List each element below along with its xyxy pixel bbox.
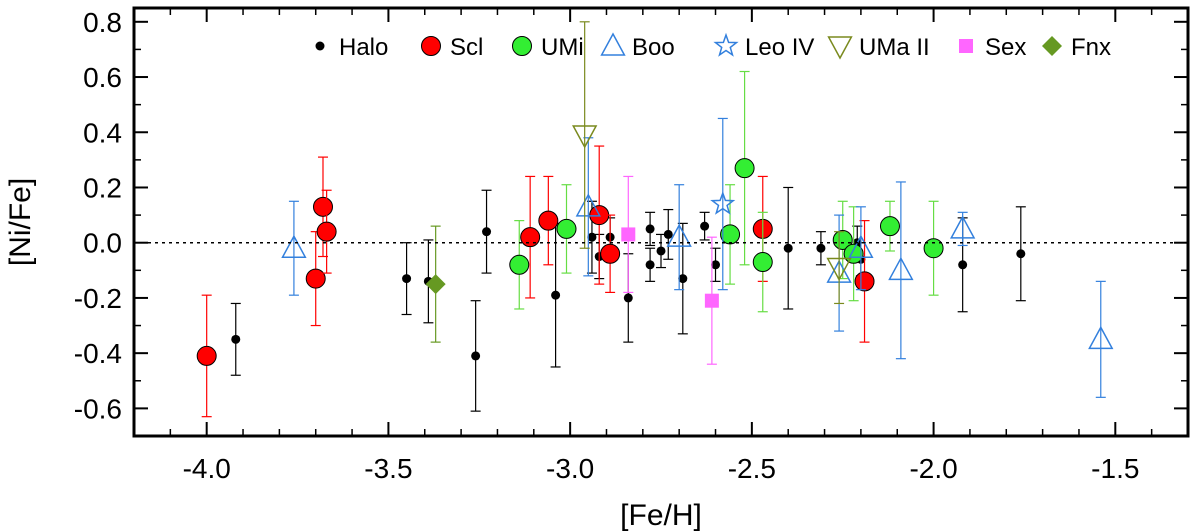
data-point (587, 232, 597, 242)
series-sex (621, 175, 719, 365)
legend-symbol (315, 41, 325, 51)
data-point (704, 293, 719, 308)
data-point (848, 234, 874, 258)
data-point (854, 271, 875, 292)
legend-item: Fnx (1042, 34, 1111, 61)
legend-symbol (512, 36, 532, 56)
legend-label: Leo IV (745, 34, 814, 61)
legend-symbol (959, 39, 973, 53)
legend-symbol (1042, 36, 1062, 56)
y-tick-label: 0.2 (83, 172, 122, 203)
legend-label: Sex (985, 34, 1026, 61)
x-axis-label: [Fe/H] (620, 499, 702, 532)
legend-item: UMi (512, 34, 584, 61)
legend-item: Boo (600, 32, 675, 61)
data-point (623, 293, 633, 303)
data-point (656, 246, 666, 256)
data-point (551, 290, 561, 300)
data-point (843, 243, 864, 264)
legend-symbol (713, 32, 739, 57)
y-tick-label: -0.6 (74, 393, 122, 424)
data-point (879, 216, 900, 237)
data-point (281, 234, 307, 258)
legend-item: Sex (959, 34, 1026, 61)
x-tick-label: -3.5 (364, 453, 412, 484)
data-point (666, 223, 692, 247)
y-tick-label: -0.2 (74, 283, 122, 314)
plot-frame (132, 6, 1190, 438)
data-point (958, 260, 968, 270)
y-axis-label: [Ni/Fe] (4, 178, 37, 266)
data-point (621, 227, 636, 242)
legend: Halo Scl UMi Boo Leo IV UMa II Sex Fnx (315, 32, 1111, 61)
data-point (305, 268, 326, 289)
series-uma-ii (572, 21, 852, 305)
data-point (600, 243, 621, 264)
series-leo-iv (710, 117, 736, 291)
x-tick-label: -2.5 (728, 453, 776, 484)
y-tick-label: -0.4 (74, 338, 122, 369)
data-point (471, 351, 481, 361)
data-point (1088, 325, 1114, 350)
legend-item: Leo IV (713, 32, 814, 61)
data-point (832, 229, 853, 250)
legend-label: UMi (541, 34, 584, 61)
legend-symbol (421, 36, 441, 56)
x-tick-label: -1.5 (1091, 453, 1139, 484)
legend-symbol (827, 36, 853, 60)
data-point (1016, 249, 1026, 259)
data-point (700, 221, 710, 231)
y-tick-label: 0.0 (83, 228, 122, 259)
legend-label: Fnx (1071, 34, 1111, 61)
data-point (520, 227, 541, 248)
data-point (678, 274, 688, 284)
legend-item: Halo (315, 34, 388, 61)
data-point (316, 221, 337, 242)
data-point (312, 196, 333, 217)
y-tick-label: 0.4 (83, 117, 122, 148)
legend-label: Scl (450, 34, 483, 61)
data-point (783, 243, 793, 253)
legend-item: Scl (421, 34, 483, 61)
data-point (826, 257, 852, 282)
data-point (556, 218, 577, 239)
data-point (720, 224, 741, 245)
data-point (734, 158, 755, 179)
axis-ticks: -4.0 -3.5 -3.0 -2.5 -2.0 -1.5 0.8 0.6 0.4 0.2 0.0 -… (74, 7, 1188, 484)
data-point (538, 210, 559, 231)
x-tick-label: -4.0 (183, 453, 231, 484)
data-point (402, 274, 412, 284)
data-point (711, 260, 721, 270)
data-point (752, 252, 773, 273)
data-point (710, 190, 736, 215)
data-point (231, 334, 241, 344)
data-point (196, 345, 217, 366)
data-point (425, 274, 446, 295)
data-point (572, 125, 598, 149)
data-point (575, 193, 601, 217)
series-umi (509, 70, 944, 313)
data-point (645, 260, 655, 270)
x-tick-label: -3.0 (546, 453, 594, 484)
data-point (816, 243, 826, 253)
legend-label: UMa II (859, 34, 930, 61)
y-tick-label: 0.6 (83, 62, 122, 93)
y-tick-label: 0.8 (83, 7, 122, 38)
legend-label: Halo (339, 34, 388, 61)
data-point (923, 238, 944, 259)
data-point (663, 229, 673, 239)
legend-symbol (600, 32, 626, 56)
data-point (509, 254, 530, 275)
plot-data-layer (196, 21, 1114, 418)
data-point (482, 227, 492, 237)
data-point (645, 224, 655, 234)
series-fnx (425, 225, 446, 343)
legend-label: Boo (632, 34, 675, 61)
x-tick-label: -2.0 (909, 453, 957, 484)
series-scl (196, 145, 875, 418)
legend-item: UMa II (827, 34, 930, 61)
data-point (888, 256, 914, 281)
data-point (950, 215, 976, 239)
